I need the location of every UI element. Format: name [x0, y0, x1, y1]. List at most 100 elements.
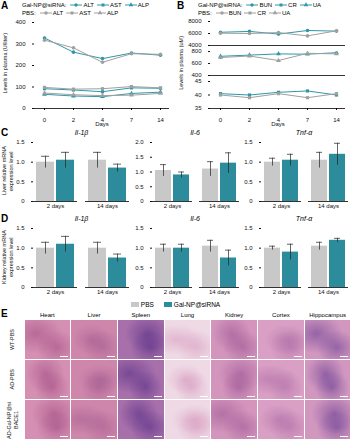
svg-text:2: 2 — [248, 117, 252, 123]
svg-text:0: 0 — [43, 117, 47, 123]
svg-text:0.5: 0.5 — [16, 265, 25, 271]
html-text:ALP: ALP — [106, 10, 119, 16]
html-text:BUN: BUN — [259, 2, 273, 8]
svg-text:100: 100 — [15, 84, 26, 90]
svg-text:0: 0 — [249, 284, 253, 290]
html-text:UA: UA — [282, 10, 291, 16]
html-text:Levels in plasma (U/liter): Levels in plasma (U/liter) — [1, 32, 8, 94]
html-text:PBS:: PBS: — [198, 10, 212, 16]
svg-text:0.5: 0.5 — [16, 179, 25, 185]
html-text:Levels in plasma (uM): Levels in plasma (uM) — [177, 36, 184, 90]
html-text:AST: AST — [110, 2, 122, 8]
svg-text:0: 0 — [140, 284, 144, 290]
svg-text:Days: Days — [271, 121, 285, 127]
html-text:Heart: Heart — [40, 312, 55, 318]
svg-text:0: 0 — [22, 105, 26, 111]
html-text:AST: AST — [79, 10, 91, 16]
html-text:ALT: ALT — [52, 10, 64, 16]
html-text:Il-1β: Il-1β — [74, 215, 89, 222]
svg-text:14 days: 14 days — [318, 289, 339, 295]
svg-text:2 days: 2 days — [164, 203, 182, 209]
svg-text:300: 300 — [15, 41, 26, 47]
html-text:Kidney relative mRNA expressio: Kidney relative mRNA expression level — [1, 230, 14, 284]
html-text:UA: UA — [312, 2, 322, 8]
svg-text:0.5: 0.5 — [244, 179, 253, 185]
svg-text:0: 0 — [219, 117, 223, 123]
svg-text:7: 7 — [130, 117, 134, 123]
html-text:ALT: ALT — [83, 2, 94, 8]
svg-text:0: 0 — [249, 198, 253, 204]
svg-text:Days: Days — [95, 121, 109, 127]
svg-text:1.5: 1.5 — [135, 225, 144, 231]
svg-text:6000: 6000 — [188, 30, 202, 36]
svg-text:14: 14 — [333, 117, 340, 123]
svg-text:0.5: 0.5 — [135, 265, 144, 271]
svg-text:200: 200 — [15, 62, 26, 68]
svg-text:1.5: 1.5 — [244, 139, 253, 145]
svg-text:2.0: 2.0 — [135, 139, 144, 145]
html-text:A: A — [1, 0, 9, 11]
html-text:C: C — [1, 127, 9, 138]
svg-text:2 days: 2 days — [273, 203, 291, 209]
html-text:BUN: BUN — [228, 10, 242, 16]
svg-text:1.0: 1.0 — [135, 169, 144, 175]
svg-text:1.0: 1.0 — [16, 159, 25, 165]
svg-text:45: 45 — [195, 78, 202, 84]
svg-text:0: 0 — [21, 284, 25, 290]
html-text:Spleen: Spleen — [131, 312, 151, 318]
svg-text:400: 400 — [191, 72, 202, 78]
svg-text:7: 7 — [306, 117, 310, 123]
svg-text:600: 600 — [191, 60, 202, 66]
svg-text:1.5: 1.5 — [135, 154, 144, 160]
svg-text:2 days: 2 days — [273, 289, 291, 295]
svg-text:8000: 8000 — [188, 18, 202, 24]
svg-text:0.5: 0.5 — [135, 184, 144, 190]
html-text:Gal-NP@siRNA:: Gal-NP@siRNA: — [198, 2, 243, 8]
html-text:Il-1β: Il-1β — [74, 129, 89, 136]
html-text:CR: CR — [288, 2, 297, 8]
svg-text:2: 2 — [72, 117, 76, 123]
svg-text:400: 400 — [15, 19, 26, 25]
html-text:Liver relative mRNA expression: Liver relative mRNA expression level — [1, 146, 14, 196]
svg-text:14: 14 — [157, 117, 164, 123]
svg-text:800: 800 — [191, 48, 202, 54]
html-text:Il-6: Il-6 — [190, 129, 200, 136]
html-text:CR: CR — [257, 10, 266, 16]
html-text:Tnf-α: Tnf-α — [295, 215, 313, 222]
svg-text:1.5: 1.5 — [244, 225, 253, 231]
html-text:WT-PBS: WT-PBS — [8, 329, 15, 350]
svg-text:0.5: 0.5 — [244, 265, 253, 271]
html-text:Il-6: Il-6 — [190, 215, 200, 222]
svg-text:14 days: 14 days — [209, 203, 230, 209]
svg-text:2 days: 2 days — [47, 289, 65, 295]
svg-text:1.5: 1.5 — [16, 139, 25, 145]
svg-text:1.0: 1.0 — [244, 245, 253, 251]
html-text:D: D — [1, 213, 9, 224]
svg-text:14 days: 14 days — [318, 203, 339, 209]
html-text:Tnf-α: Tnf-α — [295, 129, 313, 136]
html-text:Gal-NP@siRNA: Gal-NP@siRNA — [173, 300, 221, 308]
html-text:Gal-NP@siRNA:: Gal-NP@siRNA: — [22, 2, 67, 8]
svg-text:0: 0 — [21, 198, 25, 204]
svg-text:1.0: 1.0 — [16, 245, 25, 251]
svg-text:14 days: 14 days — [97, 203, 118, 209]
html-text:E: E — [1, 308, 8, 319]
html-text:PBS: PBS — [140, 300, 154, 308]
svg-text:40: 40 — [195, 92, 202, 98]
svg-text:14 days: 14 days — [97, 289, 118, 295]
svg-text:2 days: 2 days — [47, 203, 65, 209]
html-text:Liver: Liver — [87, 312, 101, 318]
svg-text:1.0: 1.0 — [244, 159, 253, 165]
html-text:PBS:: PBS: — [22, 10, 36, 16]
svg-text:35: 35 — [195, 105, 202, 111]
svg-text:1.0: 1.0 — [135, 245, 144, 251]
svg-text:0: 0 — [140, 198, 144, 204]
svg-text:1.5: 1.5 — [16, 225, 25, 231]
html-text:AD-Gal-NP@siBACE1: AD-Gal-NP@siBACE1 — [5, 401, 18, 438]
svg-text:4000: 4000 — [188, 42, 202, 48]
html-text:ALP: ALP — [137, 2, 149, 8]
html-text:B: B — [177, 0, 185, 11]
svg-text:14 days: 14 days — [209, 289, 230, 295]
svg-text:2 days: 2 days — [164, 289, 182, 295]
html-text:AD-PBS: AD-PBS — [8, 369, 15, 390]
